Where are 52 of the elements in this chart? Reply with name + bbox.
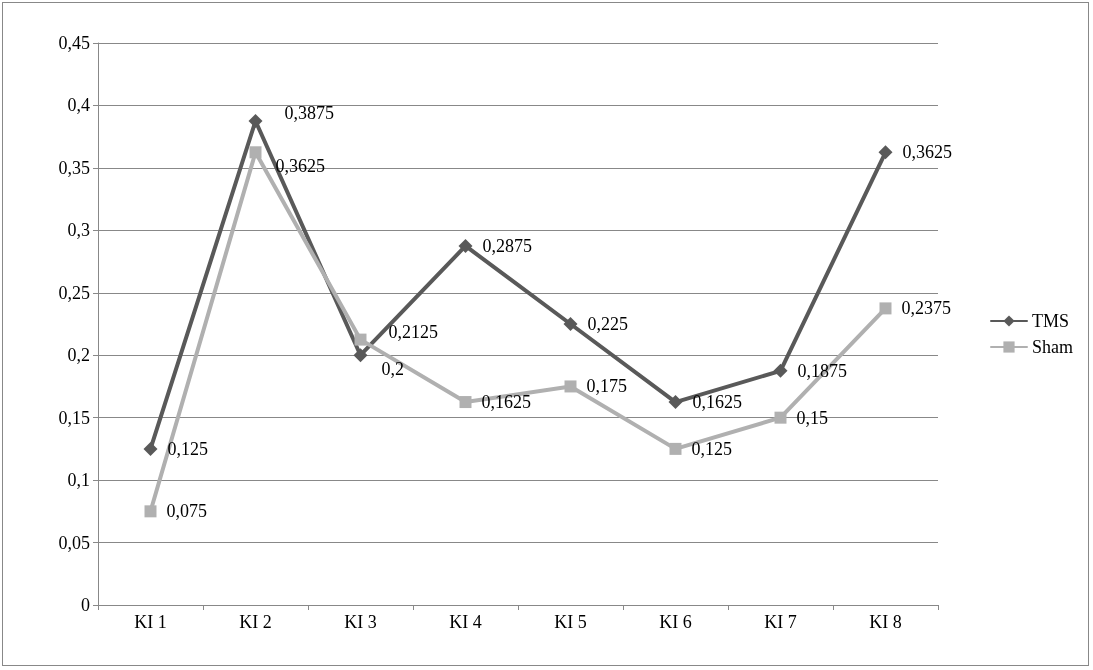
x-tick-label: KI 4 (449, 612, 482, 632)
data-label: 0,1625 (692, 392, 742, 413)
point (249, 146, 262, 159)
point (459, 396, 472, 409)
y-tick-label: 0,15 (58, 407, 90, 428)
data-label: 0,3875 (284, 103, 334, 124)
data-label: 0,225 (587, 314, 628, 334)
point (879, 302, 892, 315)
point (773, 363, 788, 378)
data-label: 0,1625 (481, 392, 531, 413)
legend-label: TMS (1032, 311, 1070, 331)
data-label: 0,15 (796, 407, 828, 428)
point (878, 145, 893, 160)
point (774, 411, 787, 424)
point (353, 348, 368, 363)
point (144, 505, 157, 518)
y-tick-label: 0,35 (58, 157, 90, 178)
x-tick-label: KI 6 (659, 612, 692, 632)
y-tick-label: 0,45 (58, 33, 90, 53)
data-label: 0,3625 (902, 142, 952, 163)
x-tick-label: KI 2 (239, 612, 272, 632)
y-tick-label: 0,1 (67, 470, 90, 491)
point (669, 442, 682, 455)
data-label: 0,1875 (797, 360, 847, 381)
point (354, 333, 367, 346)
y-tick-label: 0,2 (67, 345, 90, 366)
data-label: 0,125 (691, 438, 732, 459)
point (668, 395, 683, 410)
point (563, 317, 578, 331)
point (248, 114, 263, 129)
x-tick-label: KI 7 (764, 612, 797, 632)
data-label: 0,2125 (388, 321, 438, 342)
point (143, 441, 158, 456)
y-tick-label: 0,3 (67, 220, 90, 241)
y-tick-label: 0,4 (67, 95, 90, 116)
x-tick-label: KI 5 (554, 612, 587, 632)
data-label: 0,2 (381, 359, 404, 380)
x-tick-label: KI 1 (134, 612, 167, 632)
data-label: 0,2375 (901, 298, 951, 319)
y-tick-label: 0 (81, 595, 90, 615)
y-tick-label: 0,05 (58, 532, 90, 553)
data-label: 0,175 (586, 376, 627, 397)
data-label: 0,3625 (275, 156, 325, 177)
x-tick-label: KI 8 (869, 612, 902, 632)
point (458, 238, 473, 253)
y-tick-label: 0,25 (58, 282, 90, 303)
x-tick-label: KI 3 (344, 612, 377, 632)
data-label: 0,125 (167, 438, 208, 459)
data-label: 0,2875 (482, 235, 532, 256)
legend-label: Sham (1032, 337, 1074, 357)
data-label: 0,075 (166, 501, 207, 522)
point (564, 380, 577, 393)
